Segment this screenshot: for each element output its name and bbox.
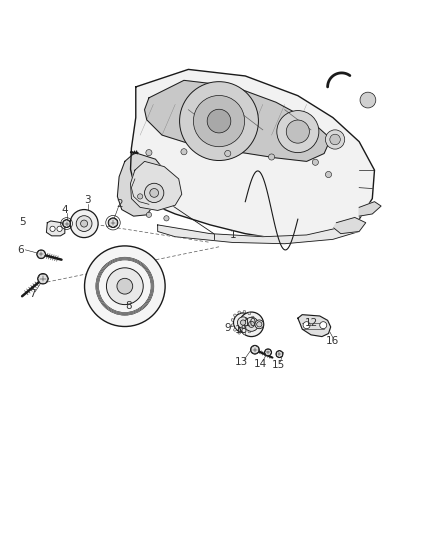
Circle shape (181, 149, 187, 155)
Text: 3: 3 (84, 195, 91, 205)
Text: 4: 4 (61, 205, 68, 215)
Circle shape (76, 216, 92, 231)
Circle shape (265, 349, 272, 356)
Circle shape (330, 134, 340, 145)
Circle shape (360, 92, 376, 108)
Circle shape (268, 154, 275, 160)
Circle shape (325, 130, 345, 149)
Circle shape (251, 316, 254, 319)
Circle shape (106, 268, 143, 304)
Polygon shape (158, 219, 359, 244)
Circle shape (150, 189, 159, 197)
Circle shape (243, 310, 246, 313)
Circle shape (63, 220, 71, 228)
Circle shape (257, 322, 262, 327)
Text: 14: 14 (254, 359, 267, 369)
Circle shape (286, 120, 309, 143)
Circle shape (193, 95, 244, 147)
Polygon shape (145, 80, 331, 161)
Circle shape (251, 345, 259, 354)
Text: 18: 18 (235, 325, 248, 335)
Circle shape (145, 183, 164, 203)
Circle shape (238, 311, 240, 313)
Polygon shape (117, 152, 164, 216)
Text: 13: 13 (235, 357, 248, 367)
Polygon shape (131, 161, 182, 211)
Text: 8: 8 (125, 301, 132, 311)
Circle shape (238, 332, 240, 334)
Text: 15: 15 (272, 360, 285, 370)
Circle shape (180, 82, 258, 160)
Circle shape (225, 150, 231, 157)
Text: 10: 10 (244, 318, 257, 328)
Circle shape (146, 212, 152, 217)
Circle shape (233, 328, 236, 331)
Circle shape (240, 320, 246, 325)
Circle shape (231, 319, 234, 321)
Text: 7: 7 (29, 289, 36, 298)
Circle shape (253, 321, 255, 324)
Text: 2: 2 (116, 199, 123, 209)
Circle shape (146, 150, 152, 156)
Polygon shape (359, 201, 381, 216)
Circle shape (320, 322, 327, 329)
Text: 12: 12 (305, 318, 318, 328)
Circle shape (312, 159, 318, 165)
Circle shape (239, 312, 264, 336)
Circle shape (50, 226, 55, 231)
Text: 5: 5 (19, 217, 26, 227)
Circle shape (277, 110, 319, 152)
Circle shape (251, 326, 254, 329)
Text: 9: 9 (224, 323, 231, 333)
Circle shape (237, 317, 249, 328)
Circle shape (248, 312, 251, 315)
Circle shape (164, 216, 169, 221)
Circle shape (233, 314, 236, 317)
Polygon shape (46, 221, 65, 236)
Circle shape (276, 351, 283, 358)
Circle shape (81, 220, 88, 227)
Circle shape (244, 317, 258, 332)
Circle shape (243, 332, 246, 335)
Circle shape (255, 320, 264, 329)
Text: 16: 16 (326, 336, 339, 346)
Circle shape (231, 324, 234, 327)
Circle shape (253, 321, 255, 324)
Circle shape (70, 209, 98, 238)
Circle shape (57, 226, 62, 231)
Circle shape (38, 273, 48, 284)
Polygon shape (131, 69, 374, 239)
Circle shape (108, 218, 118, 228)
Circle shape (233, 313, 253, 332)
Circle shape (303, 322, 310, 329)
Circle shape (207, 109, 231, 133)
Circle shape (248, 330, 251, 333)
Circle shape (85, 246, 165, 327)
Polygon shape (334, 217, 366, 233)
Circle shape (248, 321, 254, 327)
Circle shape (37, 250, 46, 259)
Circle shape (117, 278, 133, 294)
Circle shape (325, 172, 332, 177)
Text: 1: 1 (230, 230, 237, 240)
Text: 6: 6 (18, 245, 25, 255)
Circle shape (138, 194, 143, 199)
Polygon shape (298, 314, 331, 336)
